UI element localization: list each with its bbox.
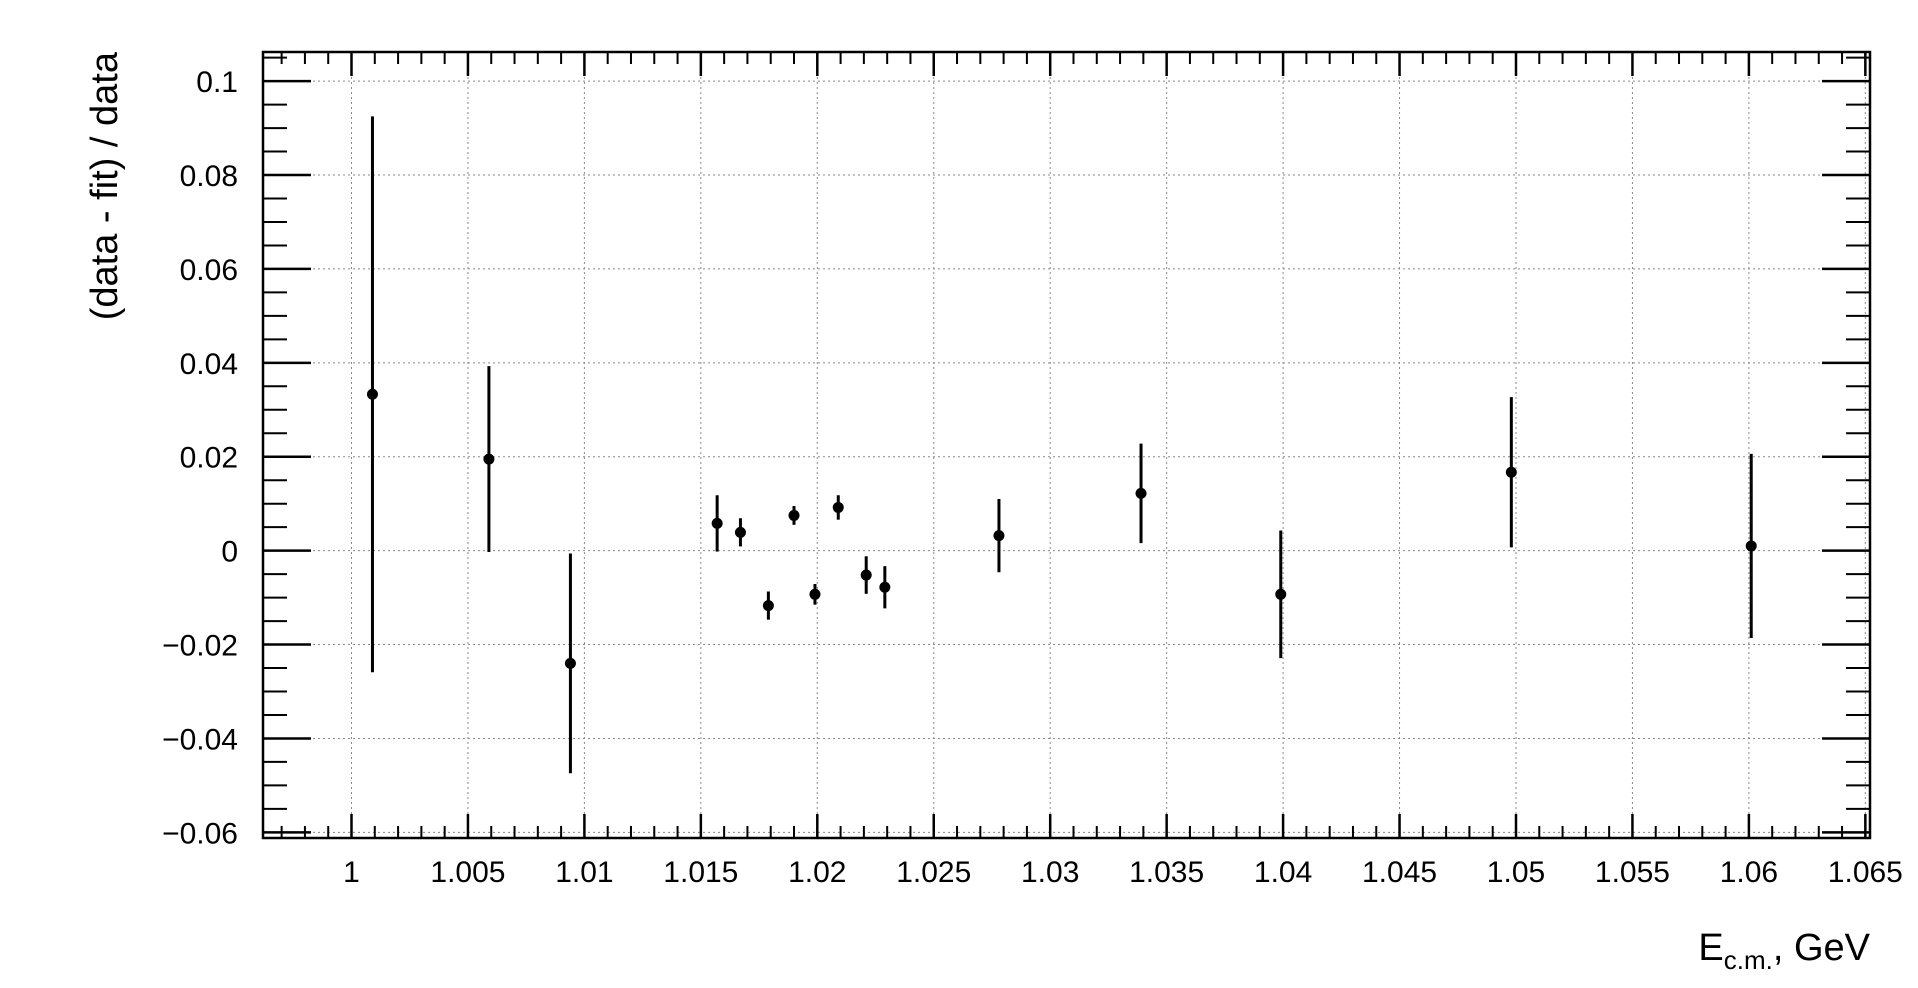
data-point [1745,540,1757,552]
x-tick-label: 1.03 [1021,856,1079,889]
x-tick-label: 1.06 [1720,856,1778,889]
x-axis-title-main: E [1698,927,1723,969]
x-tick-label: 1.065 [1828,856,1903,889]
y-tick-label: −0.06 [162,817,238,850]
grid-layer [263,52,1870,838]
x-tick-labels: 1 1.005 1.01 1.015 1.02 1.025 1.03 1.035 1.04 1.0… [343,856,1903,889]
plot-frame [261,50,1872,840]
x-tick-label: 1.055 [1595,856,1670,889]
x-tick-label: 1 [343,856,360,889]
x-tick-label: 1.035 [1129,856,1204,889]
x-axis-title-unit: , GeV [1773,927,1871,969]
y-tick-label: 0.08 [180,160,238,193]
x-tick-label: 1.045 [1362,856,1437,889]
x-tick-label: 1.02 [788,856,846,889]
y-tick-labels: −0.06 −0.04 −0.02 0 0.02 0.04 0.06 0.08 0.1 [162,66,238,850]
data-point [1505,466,1517,478]
x-axis-title: Ec.m., GeV [1698,927,1870,975]
data-layer [366,116,1757,774]
x-tick-label: 1.025 [896,856,971,889]
tick-layer [263,52,1870,838]
y-tick-label: 0 [221,536,238,569]
data-point [879,581,891,593]
x-tick-label: 1.05 [1487,856,1545,889]
data-point [809,588,821,600]
data-point [788,509,800,521]
x-tick-label: 1.04 [1254,856,1312,889]
data-point [832,501,844,513]
y-tick-label: 0.04 [180,348,238,381]
y-tick-label: −0.04 [162,723,238,756]
y-tick-label: 0.1 [196,66,238,99]
x-axis-title-subscript: c.m. [1724,945,1773,975]
y-tick-label: 0.02 [180,442,238,475]
data-point [860,569,872,581]
data-point [762,600,774,612]
x-tick-label: 1.005 [430,856,505,889]
data-point [993,530,1005,542]
data-point [711,517,723,529]
data-point [564,657,576,669]
y-tick-label: −0.02 [162,630,238,663]
data-point [1275,588,1287,600]
x-tick-label: 1.015 [663,856,738,889]
data-point [734,526,746,538]
x-tick-label: 1.01 [555,856,613,889]
y-axis-title: (data - fit) / data [84,51,126,320]
data-point [483,453,495,465]
data-point [1135,487,1147,499]
y-tick-label: 0.06 [180,254,238,287]
data-point [366,388,378,400]
